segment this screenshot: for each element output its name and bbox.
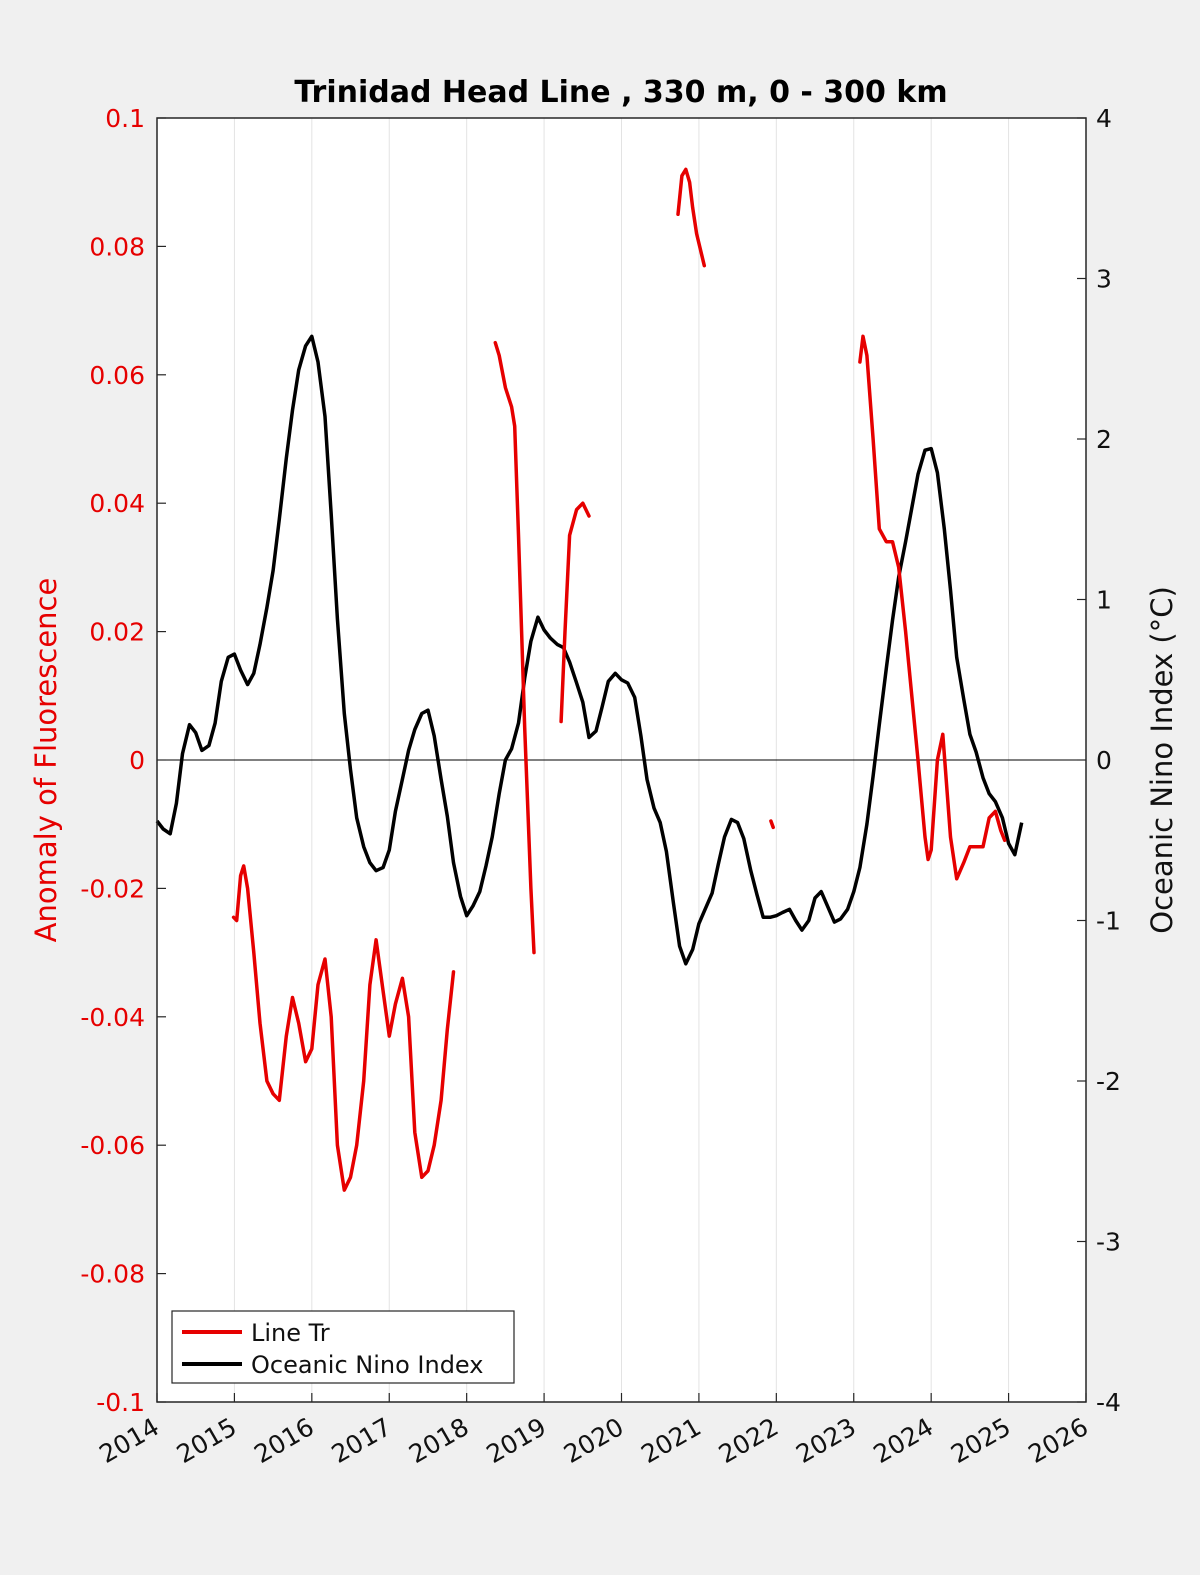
left-y-tick-label: -0.04 [80,1003,145,1032]
right-y-tick-label: -2 [1096,1067,1121,1096]
left-y-axis-label: Anomaly of Fluorescence [29,578,63,943]
line-tr-segment [559,501,591,724]
line-tr-segment [676,167,707,268]
legend: Line Tr Oceanic Nino Index [171,1310,515,1384]
right-y-tick-label: 0 [1096,746,1112,775]
left-y-tick-label: -0.08 [80,1260,145,1289]
line-tr-series [231,167,1007,1192]
left-y-tick-label: 0.1 [105,104,145,133]
right-y-tick-label: -1 [1096,907,1121,936]
legend-line-tr-label: Line Tr [251,1319,330,1347]
right-y-ticks: 4 3 2 1 0 -1 -2 -3 -4 [1077,104,1121,1417]
left-y-tick-label: -0.02 [80,874,145,903]
left-y-tick-label: 0 [129,746,145,775]
left-y-tick-label: -0.06 [80,1131,145,1160]
right-y-tick-label: 3 [1096,265,1112,294]
left-y-tick-label: 0.02 [89,618,145,647]
left-y-tick-label: 0.08 [89,232,145,261]
left-y-tick-label: -0.1 [96,1388,145,1417]
line-tr-segment [231,864,456,1192]
line-tr-segment [493,340,536,955]
left-y-ticks: 0.1 0.08 0.06 0.04 0.02 0 -0.02 -0.04 -0.06 -0.08… [80,104,166,1417]
legend-oni-label: Oceanic Nino Index [251,1351,483,1379]
chart-title: Trinidad Head Line , 330 m, 0 - 300 km [294,75,947,110]
right-y-tick-label: 2 [1096,425,1112,454]
right-y-tick-label: -3 [1096,1228,1121,1257]
right-y-tick-label: 1 [1096,586,1112,615]
left-y-tick-label: 0.04 [89,489,145,518]
oni-line [155,334,1024,966]
right-y-tick-label: 4 [1096,104,1112,133]
line-tr-segment [858,334,1007,881]
line-tr-segment [769,819,775,830]
oni-series [155,334,1024,966]
left-y-tick-label: 0.06 [89,361,145,390]
right-y-tick-label: -4 [1096,1388,1121,1417]
legend-box [171,1310,515,1384]
right-y-axis-label: Oceanic Nino Index (°C) [1145,586,1179,934]
